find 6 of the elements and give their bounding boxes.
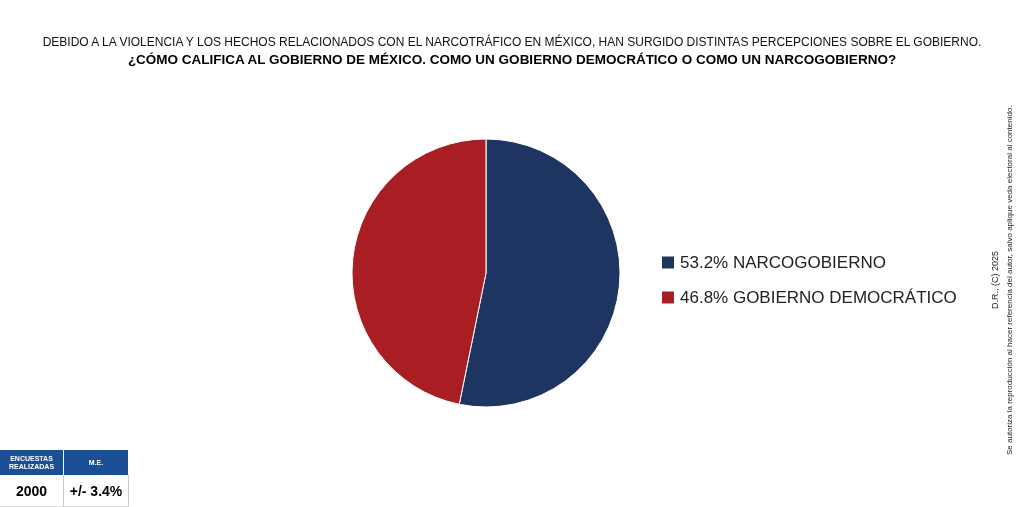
chart-title: DEBIDO A LA VIOLENCIA Y LOS HECHOS RELACIONADOS CON EL NARCOTRÁFICO EN MÉXICO, HAN SURGIDO DISTINTAS PERCEPCIONES SOBRE EL GOBIERNO. [42, 34, 982, 49]
legend-label: 46.8% GOBIERNO DEMOCRÁTICO [680, 288, 957, 307]
text: D.R., (C) 2025 [990, 250, 1000, 310]
chart-subtitle: ¿CÓMO CALIFICA AL GOBIERNO DE MÉXICO. COMO UN GOBIERNO DEMOCRÁTICO O COMO UN NARCOGOBIERNO? [127, 51, 897, 67]
legend-label: 53.2% NARCOGOBIERNO [680, 253, 886, 272]
text: Se autoriza la reproducción al hacer referencia del autor, salvo aplique veda electoral al contenido. [1005, 105, 1014, 455]
